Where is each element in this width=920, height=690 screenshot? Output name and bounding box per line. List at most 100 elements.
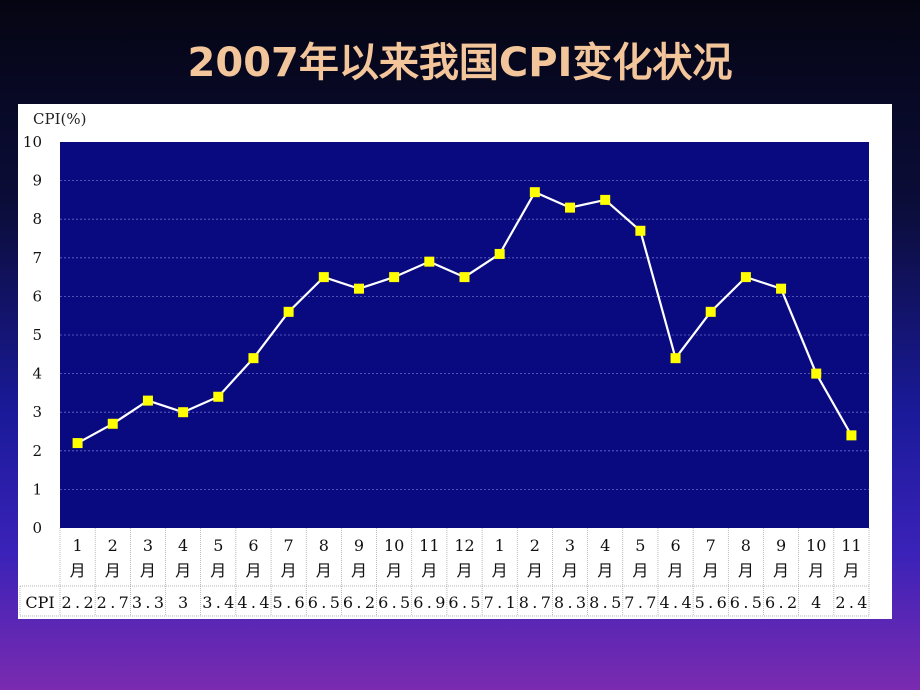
x-tick-label: 2 — [108, 536, 118, 555]
x-tick-label: 月 — [562, 561, 578, 580]
data-table-cell: 4 — [811, 593, 821, 612]
data-table-cell: 8.7 — [519, 593, 551, 612]
data-point-marker — [494, 248, 505, 259]
data-table-cell: 3.3 — [132, 593, 164, 612]
x-tick-label: 9 — [354, 536, 364, 555]
data-table-cell: 6.2 — [765, 593, 797, 612]
chart-panel: CPI(%) 0 1 2 3 4 5 6 7 8 9 10 1 月 2 月 3 月 4 月 5 月 6 月 7 月 8 月 9 月 10 月… — [18, 104, 892, 619]
y-tick-label: 5 — [32, 326, 42, 344]
data-table-cell: 3 — [178, 593, 188, 612]
y-tick-label: 1 — [32, 480, 42, 498]
page-title: 2007年以来我国CPI变化状况 — [187, 40, 733, 86]
x-tick-label: 10 — [806, 536, 826, 555]
data-point-marker — [459, 272, 470, 283]
x-tick-label: 11 — [419, 536, 439, 555]
data-table-cell: 5.6 — [695, 593, 727, 612]
x-tick-label: 3 — [565, 536, 575, 555]
x-tick-label: 月 — [773, 561, 789, 580]
data-table-cell: 4.4 — [237, 593, 269, 612]
x-tick-label: 7 — [284, 536, 294, 555]
data-table-cell: 6.5 — [308, 593, 340, 612]
x-tick-label: 月 — [210, 561, 226, 580]
data-point-marker — [565, 202, 576, 213]
data-table-cell: 7.7 — [624, 593, 656, 612]
y-tick-label: 0 — [32, 519, 42, 537]
x-tick-label: 11 — [841, 536, 861, 555]
x-tick-label: 3 — [143, 536, 153, 555]
data-point-marker — [353, 283, 364, 294]
table-row-header: CPI — [25, 593, 54, 612]
data-point-marker — [72, 438, 83, 449]
data-point-marker — [178, 407, 189, 418]
x-tick-label: 8 — [319, 536, 329, 555]
data-table-cell: 8.3 — [554, 593, 586, 612]
data-point-marker — [811, 368, 822, 379]
data-point-marker — [389, 272, 400, 283]
data-table-cell: 6.2 — [343, 593, 375, 612]
x-tick-label: 月 — [527, 561, 543, 580]
data-table-cell: 6.5 — [448, 593, 480, 612]
x-tick-label: 月 — [70, 561, 86, 580]
x-tick-label: 8 — [741, 536, 751, 555]
data-point-marker — [248, 353, 259, 364]
data-point-marker — [740, 272, 751, 283]
data-table-cell: 3.4 — [202, 593, 234, 612]
x-tick-label: 月 — [703, 561, 719, 580]
data-point-marker — [213, 391, 224, 402]
x-tick-label: 月 — [351, 561, 367, 580]
x-tick-label: 月 — [175, 561, 191, 580]
data-point-marker — [670, 353, 681, 364]
y-tick-label: 8 — [32, 210, 42, 228]
x-tick-label: 6 — [248, 536, 258, 555]
x-tick-label: 月 — [597, 561, 613, 580]
data-table-cell: 5.6 — [273, 593, 305, 612]
data-table-cell: 8.5 — [589, 593, 621, 612]
data-point-marker — [635, 225, 646, 236]
data-point-marker — [142, 395, 153, 406]
data-table-cell: 6.5 — [378, 593, 410, 612]
x-tick-label: 月 — [140, 561, 156, 580]
data-table-cell: 7.1 — [484, 593, 516, 612]
x-tick-label: 9 — [776, 536, 786, 555]
y-tick-label: 6 — [32, 287, 42, 305]
x-tick-label: 月 — [281, 561, 297, 580]
x-tick-label: 6 — [670, 536, 680, 555]
data-point-marker — [283, 306, 294, 317]
cpi-line-chart: 0123456789101月2月3月4月5月6月7月8月9月10月11月12月1… — [19, 133, 870, 617]
data-point-marker — [529, 187, 540, 198]
data-point-marker — [424, 256, 435, 267]
y-tick-label: 7 — [32, 249, 42, 267]
data-table-cell: 6.5 — [730, 593, 762, 612]
x-tick-label: 5 — [635, 536, 645, 555]
y-tick-label: 4 — [32, 365, 42, 383]
x-tick-label: 月 — [738, 561, 754, 580]
y-axis-label: CPI(%) — [33, 110, 87, 128]
x-tick-label: 2 — [530, 536, 540, 555]
x-tick-label: 7 — [706, 536, 716, 555]
x-tick-label: 月 — [421, 561, 437, 580]
data-table-cell: 2.4 — [835, 593, 867, 612]
x-tick-label: 1 — [72, 536, 82, 555]
x-tick-label: 月 — [668, 561, 684, 580]
x-tick-label: 月 — [632, 561, 648, 580]
data-table-cell: 2.7 — [97, 593, 129, 612]
data-point-marker — [600, 194, 611, 205]
data-point-marker — [846, 430, 857, 441]
x-tick-label: 4 — [600, 536, 610, 555]
y-tick-label: 3 — [32, 403, 42, 421]
x-tick-label: 5 — [213, 536, 223, 555]
data-table-cell: 4.4 — [659, 593, 691, 612]
x-tick-label: 月 — [386, 561, 402, 580]
x-tick-label: 4 — [178, 536, 188, 555]
data-table-cell: 2.2 — [62, 593, 94, 612]
x-tick-label: 月 — [843, 561, 859, 580]
x-tick-label: 12 — [454, 536, 474, 555]
x-tick-label: 月 — [456, 561, 472, 580]
y-tick-label: 2 — [32, 442, 42, 460]
data-point-marker — [107, 418, 118, 429]
data-table-cell: 6.9 — [413, 593, 445, 612]
y-tick-label: 10 — [23, 133, 42, 151]
data-point-marker — [318, 272, 329, 283]
data-point-marker — [776, 283, 787, 294]
x-tick-label: 月 — [316, 561, 332, 580]
